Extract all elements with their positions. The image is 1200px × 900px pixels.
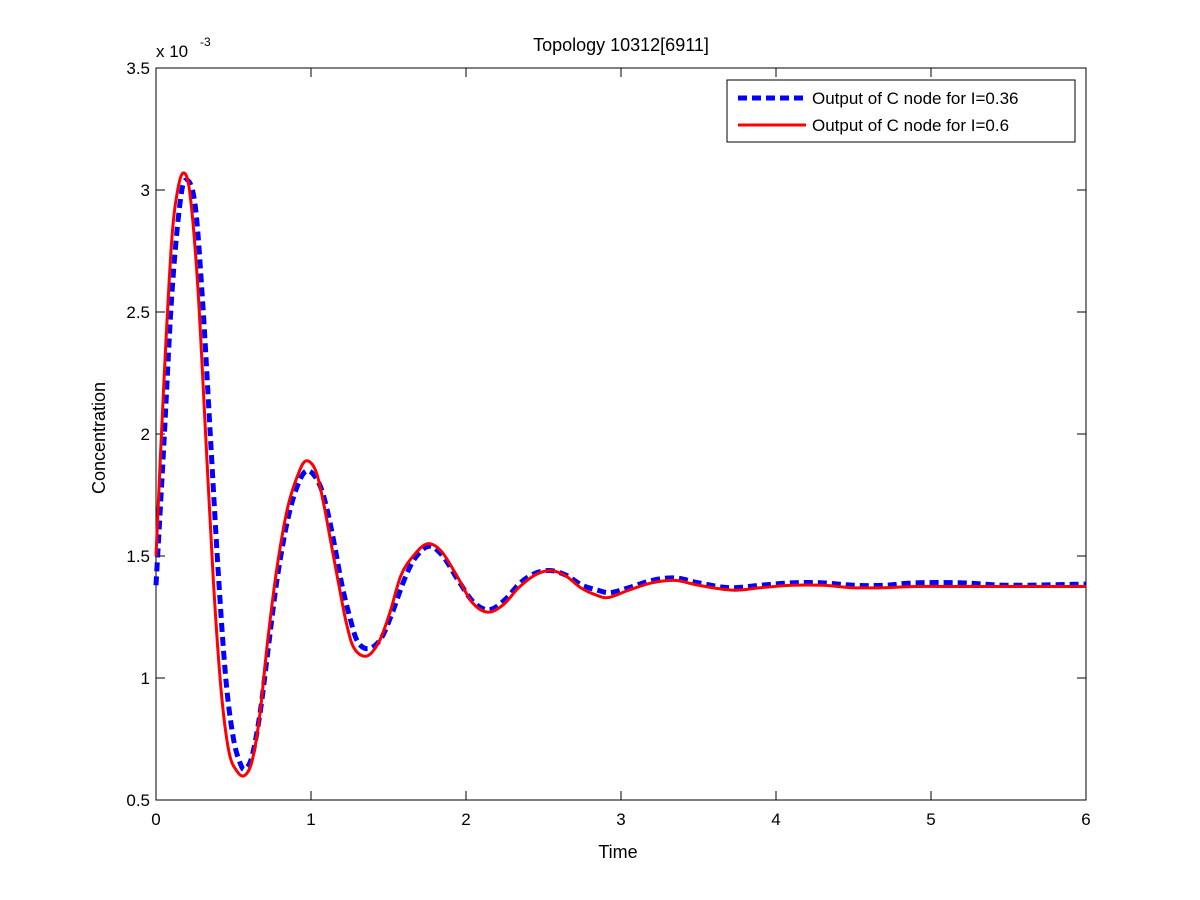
y-axis-title: Concentration [89, 382, 109, 494]
legend: Output of C node for I=0.36 Output of C … [726, 79, 1076, 143]
chart-title: Topology 10312[6911] [533, 35, 709, 55]
y-tick-label: 3.5 [126, 59, 150, 78]
axis-ticks: 0 1 2 3 4 5 6 0.5 1 1.5 2 2.5 3 3.5 [126, 59, 1090, 829]
series-lines [153, 171, 1087, 778]
y-tick-label: 1 [141, 669, 150, 688]
x-tick-label: 3 [616, 810, 625, 829]
legend-label-series-1: Output of C node for I=0.36 [812, 89, 1019, 108]
x-tick-label: 4 [771, 810, 780, 829]
legend-box [726, 79, 1076, 143]
y-multiplier-prefix: x 10 [156, 42, 188, 61]
y-tick-label: 3 [141, 181, 150, 200]
y-multiplier-exponent: -3 [200, 35, 211, 49]
y-tick-label: 2.5 [126, 303, 150, 322]
x-axis-title: Time [598, 842, 637, 862]
y-tick-label: 0.5 [126, 791, 150, 810]
y-tick-label: 1.5 [126, 547, 150, 566]
legend-label-series-2: Output of C node for I=0.6 [812, 116, 1009, 135]
x-tick-label: 2 [461, 810, 470, 829]
x-tick-label: 5 [926, 810, 935, 829]
x-tick-label: 0 [151, 810, 160, 829]
x-tick-label: 1 [306, 810, 315, 829]
series-line-2 [154, 171, 1086, 778]
x-tick-label: 6 [1081, 810, 1090, 829]
y-tick-label: 2 [141, 425, 150, 444]
plot-area [155, 67, 1087, 801]
